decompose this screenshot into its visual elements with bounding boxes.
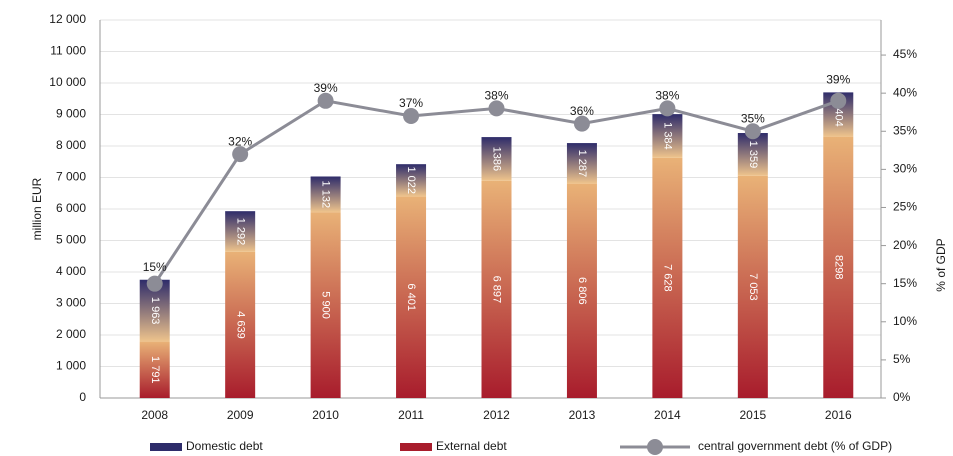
y-tick-label: 2 000 bbox=[56, 327, 86, 341]
y2-tick-label: 30% bbox=[893, 162, 917, 176]
bar-segment bbox=[225, 251, 256, 398]
bar-value-label: 1 132 bbox=[320, 181, 332, 209]
bar-segment bbox=[652, 157, 683, 398]
y2-tick-label: 10% bbox=[893, 314, 917, 328]
bar-segment bbox=[481, 137, 512, 181]
line-value-label: 38% bbox=[655, 89, 679, 103]
x-tick-label: 2010 bbox=[312, 408, 339, 422]
bar-value-label: 1404 bbox=[832, 102, 844, 126]
line-value-label: 15% bbox=[143, 260, 167, 274]
y-tick-label: 11 000 bbox=[50, 44, 86, 58]
bar-value-label: 7 628 bbox=[661, 264, 673, 292]
x-tick-label: 2014 bbox=[654, 408, 681, 422]
bar-value-label: 6 806 bbox=[576, 277, 588, 305]
line-point bbox=[744, 123, 761, 140]
y2-tick-label: 45% bbox=[893, 47, 917, 61]
bar-segment bbox=[225, 211, 256, 252]
bar-segment bbox=[823, 136, 854, 398]
y-tick-label: 3 000 bbox=[56, 296, 86, 310]
bar-segment bbox=[652, 114, 683, 158]
bar-value-label: 7 053 bbox=[747, 273, 759, 301]
y2-tick-label: 40% bbox=[893, 85, 917, 99]
bar-value-label: 1386 bbox=[491, 147, 503, 171]
x-tick-label: 2008 bbox=[141, 408, 168, 422]
y2-axis-label: % of GDP bbox=[934, 238, 948, 291]
x-tick-label: 2011 bbox=[398, 408, 424, 422]
line-value-label: 37% bbox=[399, 96, 423, 110]
line-value-label: 38% bbox=[484, 89, 508, 103]
line-value-label: 39% bbox=[826, 73, 850, 87]
y-tick-label: 12 000 bbox=[49, 12, 86, 26]
line-point bbox=[830, 92, 847, 109]
line-point bbox=[403, 108, 420, 125]
bar-value-label: 4 639 bbox=[234, 311, 246, 339]
bar-value-label: 6 897 bbox=[491, 276, 503, 304]
y-tick-label: 8 000 bbox=[56, 138, 86, 152]
bar-value-label: 1 384 bbox=[661, 122, 673, 150]
bar-value-label: 1 791 bbox=[149, 356, 161, 384]
bar-segment bbox=[396, 164, 427, 197]
bar-value-label: 8298 bbox=[832, 255, 844, 279]
bar-segment bbox=[310, 212, 341, 398]
bar-segment bbox=[481, 180, 512, 398]
y2-tick-label: 15% bbox=[893, 276, 917, 290]
y2-tick-label: 20% bbox=[893, 238, 917, 252]
x-tick-label: 2009 bbox=[227, 408, 254, 422]
legend-label: External debt bbox=[436, 439, 507, 453]
line-value-label: 39% bbox=[314, 81, 338, 95]
legend-swatch bbox=[150, 443, 182, 451]
bar-value-label: 1 287 bbox=[576, 150, 588, 178]
y-tick-label: 7 000 bbox=[56, 170, 86, 184]
y-tick-label: 4 000 bbox=[56, 264, 86, 278]
y2-tick-label: 35% bbox=[893, 123, 917, 137]
x-tick-label: 2015 bbox=[739, 408, 766, 422]
line-point bbox=[659, 100, 676, 117]
bar-value-label: 1 359 bbox=[747, 141, 759, 169]
bar-value-label: 1 963 bbox=[149, 297, 161, 325]
bar-segment bbox=[737, 175, 768, 398]
bar-segment bbox=[310, 176, 341, 213]
bar-value-label: 6 401 bbox=[405, 283, 417, 311]
bar-segment bbox=[737, 133, 768, 176]
bar-segment bbox=[139, 341, 170, 398]
y2-tick-label: 5% bbox=[893, 352, 911, 366]
y-axis-label: million EUR bbox=[30, 177, 44, 240]
line-point bbox=[232, 146, 249, 163]
line-value-label: 36% bbox=[570, 104, 594, 118]
x-tick-label: 2016 bbox=[825, 408, 852, 422]
line-point bbox=[317, 92, 334, 109]
legend-swatch bbox=[400, 443, 432, 451]
y2-tick-label: 0% bbox=[893, 390, 911, 404]
legend-label: Domestic debt bbox=[186, 439, 263, 453]
y2-tick-label: 25% bbox=[893, 200, 917, 214]
y-tick-label: 9 000 bbox=[56, 107, 86, 121]
line-point bbox=[573, 115, 590, 132]
x-tick-label: 2013 bbox=[569, 408, 596, 422]
y-tick-label: 5 000 bbox=[56, 233, 86, 247]
y-tick-label: 10 000 bbox=[49, 75, 86, 89]
line-value-label: 35% bbox=[741, 111, 765, 125]
legend-marker bbox=[647, 439, 663, 455]
bar-value-label: 5 900 bbox=[320, 291, 332, 319]
line-value-label: 32% bbox=[228, 134, 252, 148]
line-point bbox=[146, 275, 163, 292]
legend-label: central government debt (% of GDP) bbox=[698, 439, 892, 453]
line-point bbox=[488, 100, 505, 117]
bar-value-label: 1 022 bbox=[405, 167, 417, 195]
y-tick-label: 6 000 bbox=[56, 201, 86, 215]
bar-segment bbox=[396, 196, 427, 398]
bar-segment bbox=[566, 143, 597, 184]
y-tick-label: 0 bbox=[79, 390, 86, 404]
x-tick-label: 2012 bbox=[483, 408, 510, 422]
bar-value-label: 1 292 bbox=[234, 218, 246, 246]
bar-segment bbox=[566, 183, 597, 398]
y-tick-label: 1 000 bbox=[56, 359, 86, 373]
